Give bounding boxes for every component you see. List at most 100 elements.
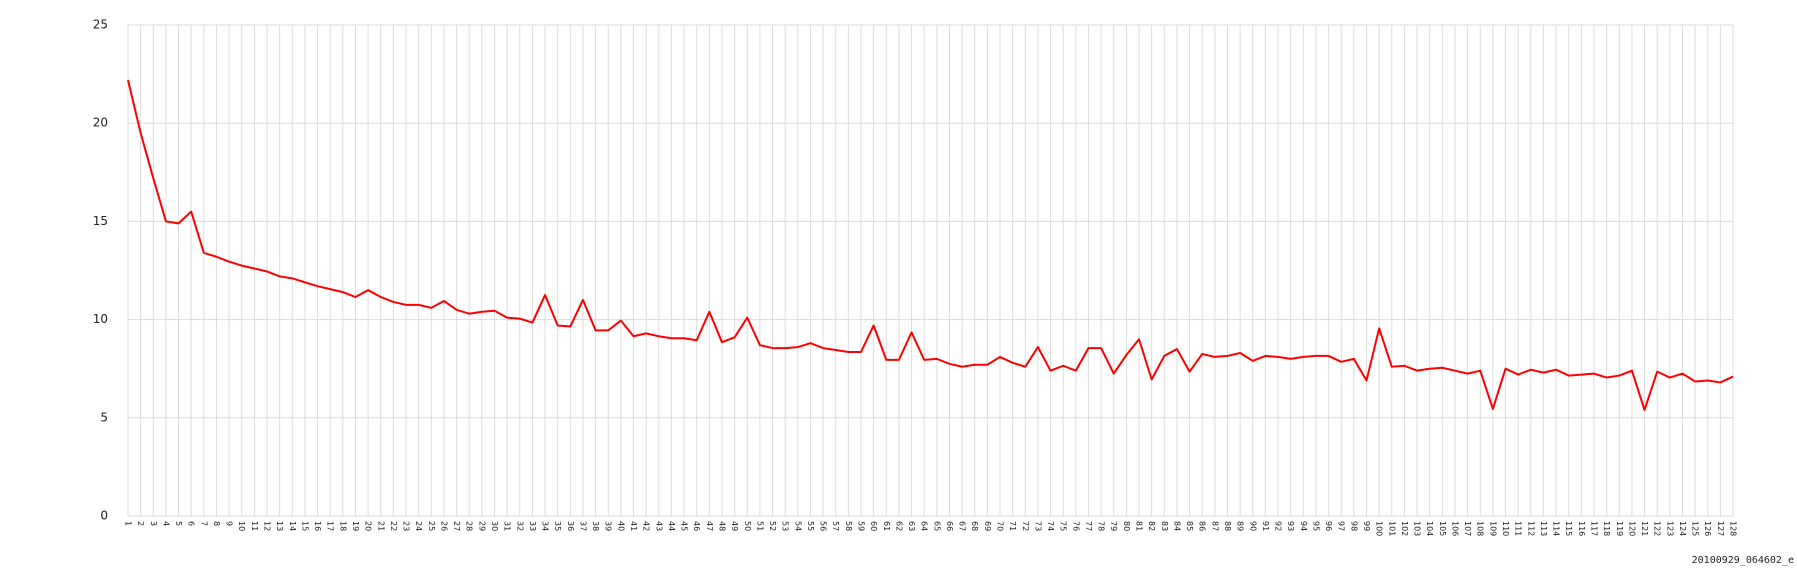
x-tick-label: 26 [439, 521, 448, 531]
x-tick-label: 103 [1413, 521, 1422, 536]
x-tick-label: 44 [667, 521, 676, 531]
x-tick-label: 21 [376, 521, 385, 531]
x-tick-label: 118 [1602, 521, 1611, 536]
x-tick-label: 124 [1678, 521, 1687, 536]
x-tick-label: 115 [1564, 521, 1573, 536]
x-tick-label: 121 [1640, 521, 1649, 536]
x-tick-label: 74 [1046, 521, 1055, 531]
x-tick-label: 110 [1501, 521, 1510, 536]
x-tick-label: 39 [604, 521, 613, 531]
x-tick-label: 123 [1665, 521, 1674, 536]
x-tick-label: 92 [1274, 521, 1283, 531]
x-tick-label: 37 [578, 521, 587, 531]
x-tick-label: 71 [1008, 521, 1017, 531]
x-tick-label: 53 [781, 521, 790, 531]
x-tick-label: 84 [1172, 521, 1181, 531]
x-tick-label: 9 [225, 521, 234, 526]
x-tick-label: 38 [591, 521, 600, 531]
x-tick-label: 93 [1286, 521, 1295, 531]
x-tick-label: 112 [1526, 521, 1535, 536]
x-tick-label: 128 [1729, 521, 1738, 536]
x-tick-label: 63 [907, 521, 916, 531]
x-tick-label: 78 [1097, 521, 1106, 531]
x-tick-label: 90 [1248, 521, 1257, 531]
x-tick-label: 51 [755, 521, 764, 531]
x-tick-label: 114 [1552, 521, 1561, 536]
x-tick-label: 12 [263, 521, 272, 531]
x-tick-label: 35 [553, 521, 562, 531]
x-tick-label: 113 [1539, 521, 1548, 536]
x-tick-label: 122 [1653, 521, 1662, 536]
x-tick-label: 46 [692, 521, 701, 531]
x-tick-label: 60 [869, 521, 878, 531]
x-tick-label: 66 [945, 521, 954, 531]
x-tick-label: 101 [1387, 521, 1396, 536]
x-tick-label: 15 [300, 521, 309, 531]
x-tick-label: 24 [414, 521, 423, 531]
x-tick-label: 62 [894, 521, 903, 531]
caption: 20100929_064602_e [1692, 555, 1794, 566]
x-tick-label: 67 [958, 521, 967, 531]
x-tick-label: 76 [1071, 521, 1080, 531]
x-tick-label: 117 [1589, 521, 1598, 536]
x-tick-label: 77 [1084, 521, 1093, 531]
x-tick-label: 30 [490, 521, 499, 531]
x-tick-label: 111 [1514, 521, 1523, 536]
y-tick-label: 0 [100, 509, 108, 523]
x-tick-label: 20 [364, 521, 373, 531]
x-tick-label: 68 [970, 521, 979, 531]
x-tick-label: 105 [1438, 521, 1447, 536]
x-tick-label: 27 [452, 521, 461, 531]
x-tick-label: 22 [389, 521, 398, 531]
x-tick-label: 18 [338, 521, 347, 531]
x-tick-label: 79 [1109, 521, 1118, 531]
x-tick-label: 82 [1147, 521, 1156, 531]
x-tick-label: 106 [1450, 521, 1459, 536]
x-tick-label: 29 [477, 521, 486, 531]
x-tick-label: 75 [1059, 521, 1068, 531]
y-tick-label: 15 [93, 214, 108, 228]
x-tick-label: 98 [1349, 521, 1358, 531]
x-tick-label: 85 [1185, 521, 1194, 531]
x-tick-label: 36 [566, 521, 575, 531]
x-tick-label: 108 [1476, 521, 1485, 536]
x-tick-label: 48 [717, 521, 726, 531]
x-tick-label: 43 [654, 521, 663, 531]
x-tick-label: 80 [1122, 521, 1131, 531]
x-tick-label: 81 [1135, 521, 1144, 531]
x-tick-label: 45 [680, 521, 689, 531]
line [127, 79, 1734, 411]
x-tick-label: 89 [1236, 521, 1245, 531]
y-tick-label: 20 [93, 116, 108, 130]
x-tick-label: 4 [161, 521, 170, 526]
x-tick-label: 120 [1627, 521, 1636, 536]
x-tick-label: 11 [250, 521, 259, 531]
x-tick-label: 59 [856, 521, 865, 531]
x-tick-label: 23 [402, 521, 411, 531]
x-tick-label: 57 [831, 521, 840, 531]
x-tick-label: 99 [1362, 521, 1371, 531]
x-tick-label: 49 [730, 521, 739, 531]
x-tick-label: 10 [237, 521, 246, 531]
x-tick-label: 2 [136, 521, 145, 526]
x-tick-label: 6 [187, 521, 196, 526]
x-tick-label: 14 [288, 521, 297, 531]
x-tick-label: 8 [212, 521, 221, 526]
x-tick-label: 50 [743, 521, 752, 531]
x-tick-label: 17 [326, 521, 335, 531]
x-tick-label: 88 [1223, 521, 1232, 531]
x-tick-label: 96 [1324, 521, 1333, 531]
x-tick-label: 52 [768, 521, 777, 531]
x-tick-label: 126 [1703, 521, 1712, 536]
x-tick-label: 107 [1463, 521, 1472, 536]
x-tick-label: 100 [1375, 521, 1384, 536]
y-tick-label: 10 [93, 312, 108, 326]
x-tick-label: 25 [427, 521, 436, 531]
x-tick-label: 56 [819, 521, 828, 531]
x-tick-label: 72 [1021, 521, 1030, 531]
x-tick-label: 102 [1400, 521, 1409, 536]
x-tick-label: 127 [1716, 521, 1725, 536]
x-tick-label: 94 [1299, 521, 1308, 531]
x-tick-label: 54 [793, 521, 802, 531]
x-tick-label: 47 [705, 521, 714, 531]
